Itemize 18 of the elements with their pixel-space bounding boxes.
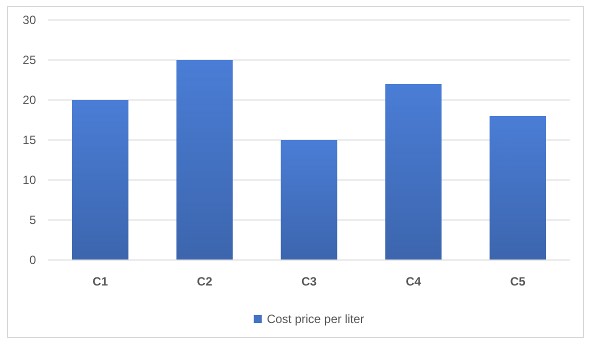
legend-label: Cost price per liter bbox=[266, 312, 364, 326]
x-tick-label: C3 bbox=[301, 274, 317, 289]
y-tick-label: 30 bbox=[22, 12, 36, 27]
y-tick-label: 0 bbox=[29, 252, 36, 267]
x-tick-label: C4 bbox=[406, 274, 422, 289]
x-tick-label: C1 bbox=[92, 274, 108, 289]
y-tick-label: 25 bbox=[22, 52, 36, 67]
y-tick-label: 20 bbox=[22, 92, 36, 107]
x-tick-label: C5 bbox=[510, 274, 526, 289]
bar bbox=[385, 84, 442, 260]
y-tick-label: 10 bbox=[22, 172, 36, 187]
y-tick-label: 5 bbox=[29, 212, 36, 227]
bar bbox=[176, 60, 233, 260]
x-tick-label: C2 bbox=[196, 274, 213, 289]
bar bbox=[490, 116, 546, 260]
y-tick-label: 15 bbox=[22, 132, 36, 147]
bar bbox=[280, 140, 338, 260]
bar bbox=[72, 100, 128, 260]
